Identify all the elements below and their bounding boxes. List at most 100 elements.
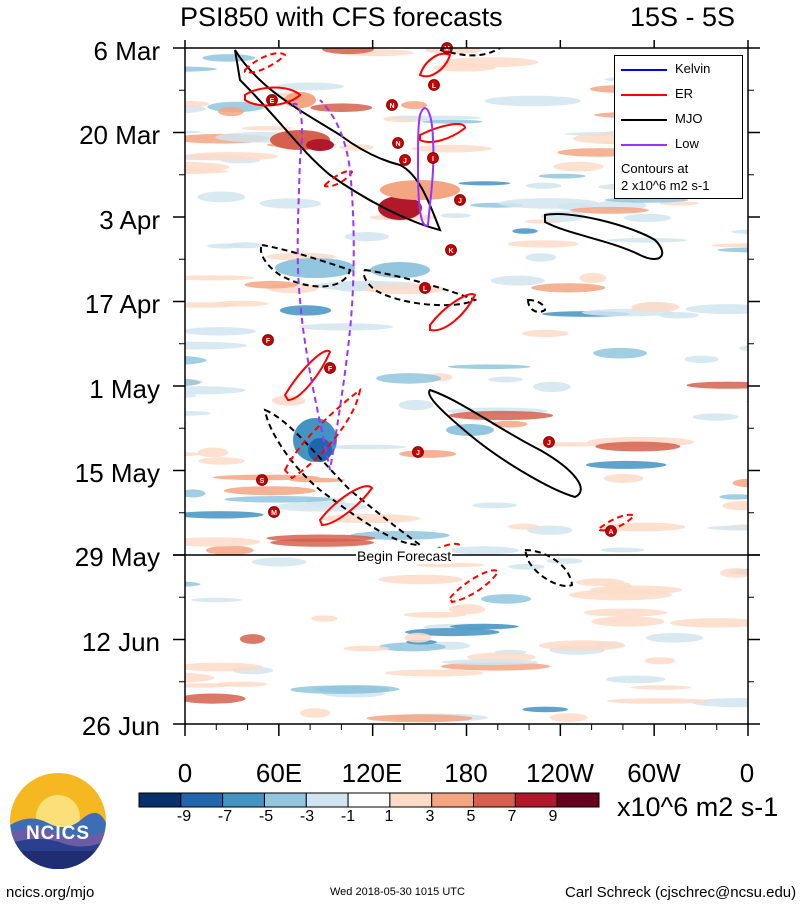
- anomaly-patch: [322, 48, 374, 55]
- anomaly-core-negative: [446, 424, 494, 436]
- anomaly-patch: [449, 546, 519, 555]
- anomaly-patch: [422, 119, 483, 124]
- anomaly-patch: [765, 577, 800, 584]
- storm-marker-icon: [392, 137, 404, 149]
- anomaly-patch: [185, 452, 202, 457]
- mjo-contour-dashed: [523, 548, 574, 587]
- anomaly-patch: [218, 106, 244, 117]
- y-tick-label: 20 Mar: [79, 120, 160, 150]
- anomaly-patch: [604, 581, 632, 591]
- legend-note-line: 2 x10^6 m2 s-1: [621, 178, 710, 193]
- anomaly-patch: [546, 558, 584, 564]
- anomaly-patch: [720, 568, 748, 578]
- anomaly-patch: [480, 594, 532, 604]
- x-tick-label: 180: [444, 758, 488, 788]
- anomaly-patch: [658, 312, 699, 319]
- colorbar-swatch: [264, 792, 307, 808]
- legend: Kelvin ER MJO Low Contours at 2 x10^6 m2…: [614, 55, 743, 199]
- legend-label: Low: [675, 136, 699, 151]
- anomaly-patch: [507, 240, 579, 248]
- anomaly-patch: [745, 400, 748, 403]
- wave-filter-contours: [234, 48, 664, 604]
- x-tick-label: 0: [739, 758, 755, 788]
- storm-marker-icon: [324, 362, 336, 374]
- y-tick-label: 15 May: [74, 458, 160, 488]
- storm-marker-letter: J: [458, 198, 462, 205]
- y-tick-label: 26 Jun: [81, 711, 160, 741]
- anomaly-patch: [327, 444, 407, 450]
- colorbar-label: -5: [258, 808, 274, 825]
- legend-entry-low: Low: [621, 136, 739, 152]
- er-contour: [419, 123, 467, 143]
- ncics-logo-art: [10, 773, 106, 869]
- anomaly-patch: [692, 413, 739, 421]
- anomaly-patch: [185, 693, 246, 704]
- colorbar-swatch: [389, 792, 433, 808]
- storm-marker-letter: L: [423, 286, 428, 293]
- anomaly-patch: [120, 697, 180, 705]
- anomaly-patch: [198, 457, 245, 465]
- legend-swatch: [621, 119, 667, 121]
- anomaly-patch: [378, 642, 446, 652]
- anomaly-patch: [644, 657, 676, 665]
- legend-entry-er: ER: [621, 86, 739, 102]
- author-credit: Carl Schreck (cjschrec@ncsu.edu): [565, 884, 797, 901]
- anomaly-patch: [398, 399, 434, 411]
- anomaly-patch: [754, 142, 786, 152]
- anomaly-patch: [197, 191, 246, 203]
- er-contour: [283, 349, 332, 402]
- anomaly-core-positive: [306, 139, 334, 151]
- er-contour: [599, 513, 636, 532]
- colorbar-swatch: [556, 792, 600, 808]
- anomaly-patch: [472, 502, 517, 509]
- anomaly-patch: [310, 103, 373, 112]
- anomaly-patch: [631, 685, 692, 690]
- mjo-contour: [234, 49, 442, 232]
- anomaly-patch: [448, 604, 486, 615]
- psi850-anomaly-field: [120, 48, 800, 723]
- anomaly-patch: [212, 300, 269, 307]
- anomaly-patch: [298, 323, 394, 331]
- anomaly-patch: [570, 206, 649, 214]
- colorbar-label: 5: [466, 808, 476, 825]
- anomaly-patch: [631, 301, 680, 313]
- anomaly-patch: [185, 489, 206, 498]
- er-contour: [318, 485, 374, 527]
- anomaly-patch: [311, 615, 338, 622]
- x-tick-label: 0: [177, 758, 193, 788]
- storm-marker-letter: N: [395, 141, 400, 148]
- anomaly-core-positive: [378, 196, 422, 220]
- storm-marker-icon: [266, 94, 278, 106]
- anomaly-patch: [686, 381, 748, 389]
- anomaly-patch: [717, 247, 748, 253]
- anomaly-patch: [403, 611, 466, 618]
- storm-marker-letter: S: [260, 478, 265, 485]
- anomaly-patch: [185, 662, 264, 672]
- anomaly-patch: [488, 376, 523, 383]
- colorbar-swatch: [222, 792, 265, 808]
- anomaly-patch: [512, 228, 538, 234]
- chart-title: PSI850 with CFS forecasts: [180, 2, 503, 32]
- storm-marker-letter: M: [444, 46, 450, 53]
- colorbar: [138, 792, 600, 808]
- storm-marker-letter: K: [448, 248, 453, 255]
- anomaly-patch: [185, 275, 255, 281]
- anomaly-patch: [376, 373, 442, 384]
- storm-marker-icon: [412, 446, 424, 458]
- anomaly-patch: [722, 501, 748, 511]
- er-contour: [418, 52, 452, 78]
- anomaly-patch: [624, 213, 671, 223]
- anomaly-patch: [433, 63, 496, 72]
- anomaly-patch: [448, 410, 554, 421]
- mjo-contour: [544, 213, 664, 260]
- anomaly-patch: [553, 161, 604, 172]
- colorbar-swatch: [305, 792, 349, 808]
- y-tick-label: 3 Apr: [99, 205, 160, 235]
- mjo-contour-dashed: [263, 408, 424, 547]
- storm-marker-icon: [428, 79, 440, 91]
- legend-label: Kelvin: [675, 61, 711, 76]
- storm-marker-letter: M: [271, 510, 277, 517]
- anomaly-patch: [583, 608, 668, 617]
- anomaly-patch: [279, 305, 332, 316]
- colorbar-swatch: [473, 792, 516, 808]
